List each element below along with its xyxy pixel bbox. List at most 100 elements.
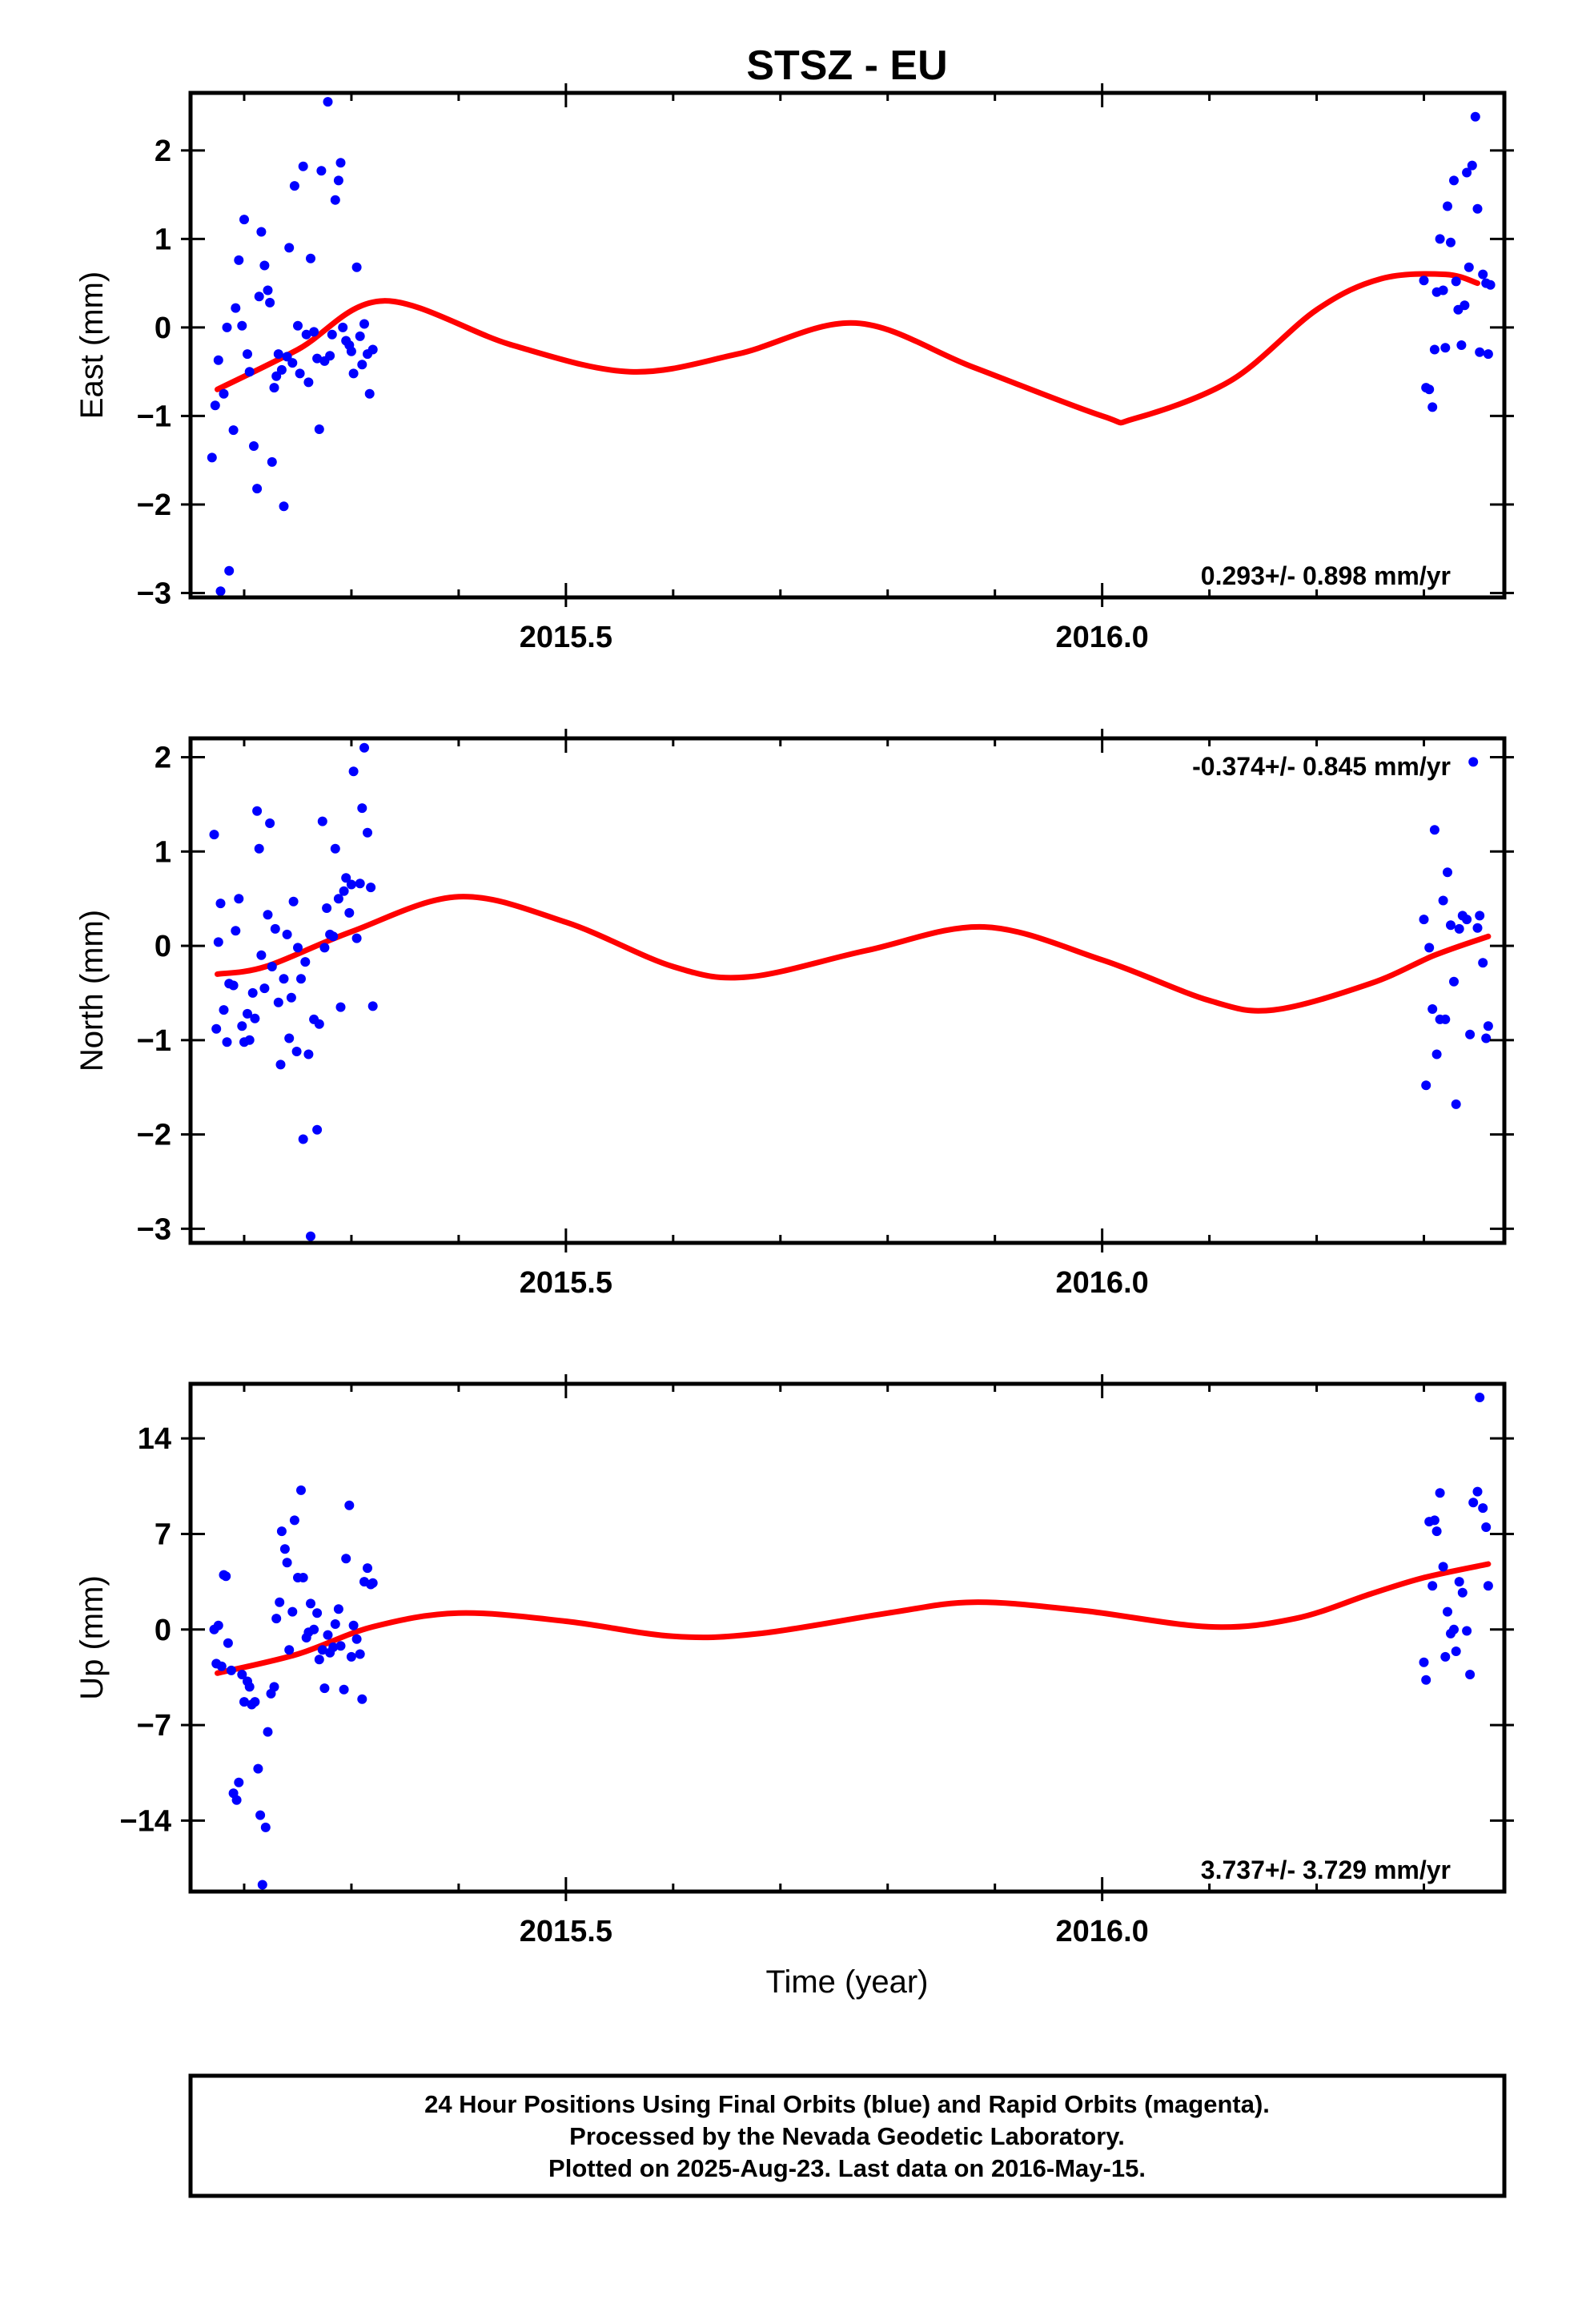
up-data-point — [298, 1573, 308, 1582]
north-data-point — [284, 1033, 295, 1043]
north-data-point — [312, 1124, 323, 1135]
up-data-point — [1475, 1393, 1485, 1402]
up-ytick-label: 7 — [155, 1518, 171, 1551]
east-data-point — [1446, 237, 1456, 247]
east-data-point — [338, 322, 348, 332]
east-data-point — [367, 344, 378, 355]
north-data-point — [263, 910, 273, 920]
up-data-point — [319, 1683, 330, 1694]
up-data-point — [1427, 1581, 1438, 1591]
east-ytick-label: −1 — [137, 400, 171, 433]
north-data-point — [366, 883, 376, 893]
east-data-point — [273, 349, 283, 360]
up-data-point — [1429, 1515, 1439, 1526]
east-data-point — [1470, 111, 1480, 122]
north-data-point — [344, 907, 355, 918]
north-data-point — [1424, 943, 1435, 953]
north-data-point — [1481, 1033, 1492, 1043]
east-rate-label: 0.293+/- 0.898 mm/yr — [1201, 561, 1451, 590]
east-data-point — [303, 377, 314, 388]
east-ytick-label: 0 — [155, 312, 171, 345]
east-panel: −3 −2 −1 0 1 2 2015.5 2016.0 East (mm) 0.293+/-… — [74, 83, 1514, 654]
north-data-point — [273, 997, 283, 1007]
up-data-point — [330, 1619, 340, 1629]
east-data-point — [243, 349, 252, 360]
east-data-point — [244, 367, 255, 377]
north-data-point — [335, 1002, 346, 1012]
north-data-point — [275, 1059, 286, 1070]
up-data-point — [1468, 1498, 1479, 1508]
footer-line-2: Processed by the Nevada Geodetic Laborat… — [569, 2122, 1125, 2150]
up-data-point — [289, 1515, 299, 1526]
north-data-point — [303, 1049, 314, 1059]
up-data-point — [1457, 1587, 1468, 1598]
north-ytick-label: −3 — [137, 1212, 171, 1246]
north-data-point — [250, 1013, 260, 1023]
up-data-point — [312, 1608, 323, 1618]
east-data-point — [323, 97, 333, 107]
north-data-point — [231, 926, 241, 936]
north-data-point — [211, 1023, 222, 1034]
east-data-point — [213, 355, 223, 365]
north-data-point — [1478, 958, 1488, 968]
east-data-point — [1483, 349, 1493, 360]
north-data-point — [1454, 923, 1464, 934]
footer-line-3: Plotted on 2025-Aug-23. Last data on 201… — [548, 2154, 1146, 2182]
east-data-point — [1427, 402, 1438, 412]
north-data-point — [339, 886, 349, 896]
east-model-curve — [215, 271, 1480, 426]
east-data-point — [239, 215, 249, 225]
north-data-point — [1483, 1021, 1493, 1031]
east-data-point — [265, 297, 275, 308]
east-data-point — [249, 441, 259, 451]
north-data-point — [1421, 1080, 1431, 1091]
east-data-point — [346, 346, 356, 356]
north-xtick-label: 2016.0 — [1056, 1266, 1149, 1300]
east-data-point — [293, 320, 303, 331]
east-data-point — [287, 358, 298, 368]
east-data-point — [267, 456, 277, 467]
east-data-point — [1435, 234, 1445, 244]
north-data-point — [1446, 920, 1456, 931]
north-data-point — [288, 896, 299, 907]
east-data-point — [252, 484, 263, 494]
north-data-point — [243, 1008, 252, 1019]
up-ytick-label: 14 — [138, 1422, 171, 1456]
up-ytick-label: −7 — [137, 1709, 171, 1743]
up-data-point — [348, 1620, 359, 1630]
up-data-point — [314, 1655, 324, 1665]
up-data-point — [1443, 1606, 1452, 1617]
north-data-point — [219, 1005, 229, 1015]
east-data-point — [359, 319, 369, 329]
east-ytick-label: −3 — [137, 577, 171, 610]
up-data-point — [363, 1563, 372, 1574]
east-data-point — [256, 227, 267, 237]
chart-title: STSZ - EU — [746, 42, 947, 89]
north-data-point — [314, 1019, 324, 1029]
east-data-point — [309, 327, 319, 337]
east-data-point — [316, 166, 327, 176]
east-data-point — [364, 388, 375, 399]
east-data-point — [333, 175, 343, 186]
north-data-point — [228, 980, 239, 991]
east-ytick-label: −2 — [137, 489, 171, 522]
north-data-point — [259, 983, 270, 994]
east-data-point — [301, 329, 311, 340]
east-ytick-label: 1 — [155, 223, 171, 256]
up-rate-label: 3.737+/- 3.729 mm/yr — [1201, 1856, 1451, 1884]
north-data-point — [351, 933, 362, 943]
east-data-point — [207, 452, 217, 463]
up-ytick-label: −14 — [120, 1804, 171, 1838]
east-data-point — [1451, 276, 1461, 287]
footer-line-1: 24 Hour Positions Using Final Orbits (bl… — [424, 2090, 1270, 2118]
north-data-point — [252, 806, 263, 816]
east-data-point — [312, 353, 323, 364]
east-data-point — [306, 253, 315, 263]
up-data-point — [260, 1822, 271, 1832]
up-data-point — [317, 1645, 327, 1655]
up-data-point — [263, 1727, 273, 1737]
east-data-point — [1438, 285, 1448, 296]
east-data-point — [1464, 262, 1474, 272]
east-data-point — [335, 158, 346, 168]
